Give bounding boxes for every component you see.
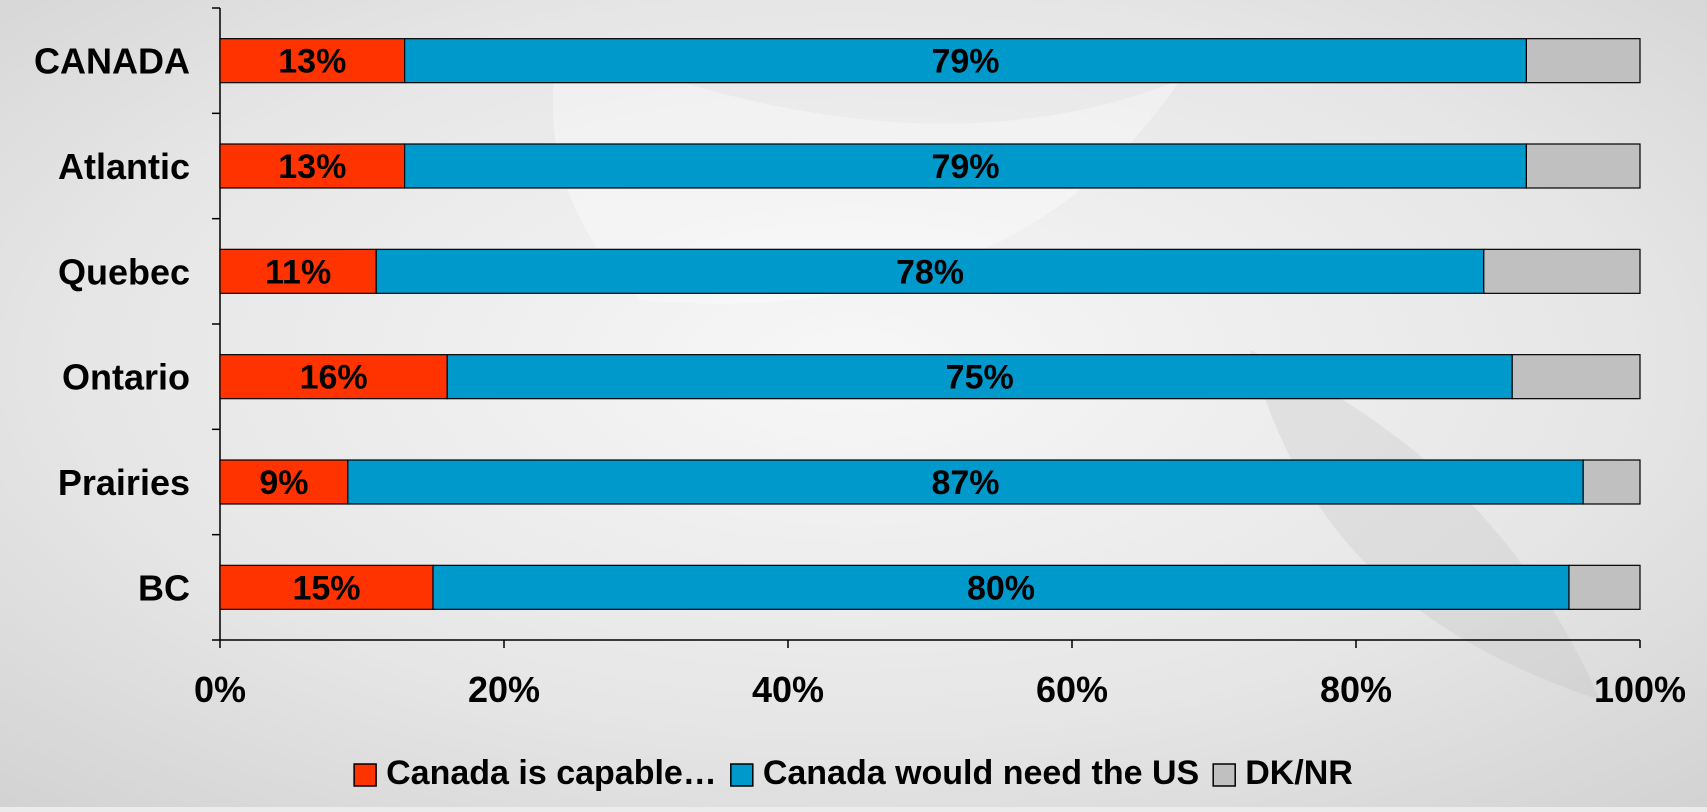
legend-label: DK/NR xyxy=(1245,754,1353,792)
legend-swatch xyxy=(1212,763,1236,787)
bar-segment-1 xyxy=(219,459,349,505)
data-label: 79% xyxy=(931,43,999,81)
bar-segment-3 xyxy=(1525,143,1641,189)
category-label: Atlantic xyxy=(58,146,190,187)
legend-swatch xyxy=(353,763,377,787)
bar-segment-3 xyxy=(1568,564,1641,610)
data-label: 80% xyxy=(967,569,1035,607)
legend-label: Canada would need the US xyxy=(763,754,1199,792)
data-label: 13% xyxy=(278,43,346,81)
x-tick-label: 60% xyxy=(1036,669,1108,710)
bar-segment-1 xyxy=(219,143,406,189)
bar-segment-3 xyxy=(1511,354,1641,400)
bar-segment-1 xyxy=(219,564,434,610)
data-label: 78% xyxy=(896,253,964,291)
legend-swatch xyxy=(730,763,754,787)
bar-segment-2 xyxy=(432,564,1570,610)
x-tick-label: 40% xyxy=(752,669,824,710)
bar-segment-1 xyxy=(219,38,406,84)
category-label: CANADA xyxy=(34,41,190,82)
background-leaf-shape xyxy=(1250,350,1600,700)
bar-segment-3 xyxy=(1582,459,1641,505)
data-label: 9% xyxy=(259,464,308,502)
data-label: 87% xyxy=(931,464,999,502)
bar-segment-3 xyxy=(1525,38,1641,84)
bar-segment-3 xyxy=(1483,248,1641,294)
category-label: Prairies xyxy=(58,462,190,503)
data-label: 13% xyxy=(278,148,346,186)
data-label: 11% xyxy=(265,253,331,291)
data-label: 16% xyxy=(300,359,368,397)
bar-segment-2 xyxy=(375,248,1485,294)
x-tick-label: 80% xyxy=(1320,669,1392,710)
x-tick-label: 20% xyxy=(468,669,540,710)
bar-segment-2 xyxy=(404,38,1528,84)
legend-label: Canada is capable… xyxy=(386,754,717,792)
category-label: BC xyxy=(138,567,190,608)
data-label: 15% xyxy=(292,569,360,607)
x-tick-label: 100% xyxy=(1594,669,1686,710)
bar-segment-2 xyxy=(347,459,1584,505)
data-label: 79% xyxy=(931,148,999,186)
category-label: Ontario xyxy=(62,357,190,398)
bar-segment-2 xyxy=(446,354,1513,400)
category-label: Quebec xyxy=(58,251,190,292)
data-label: 75% xyxy=(946,359,1014,397)
x-tick-label: 0% xyxy=(194,669,246,710)
